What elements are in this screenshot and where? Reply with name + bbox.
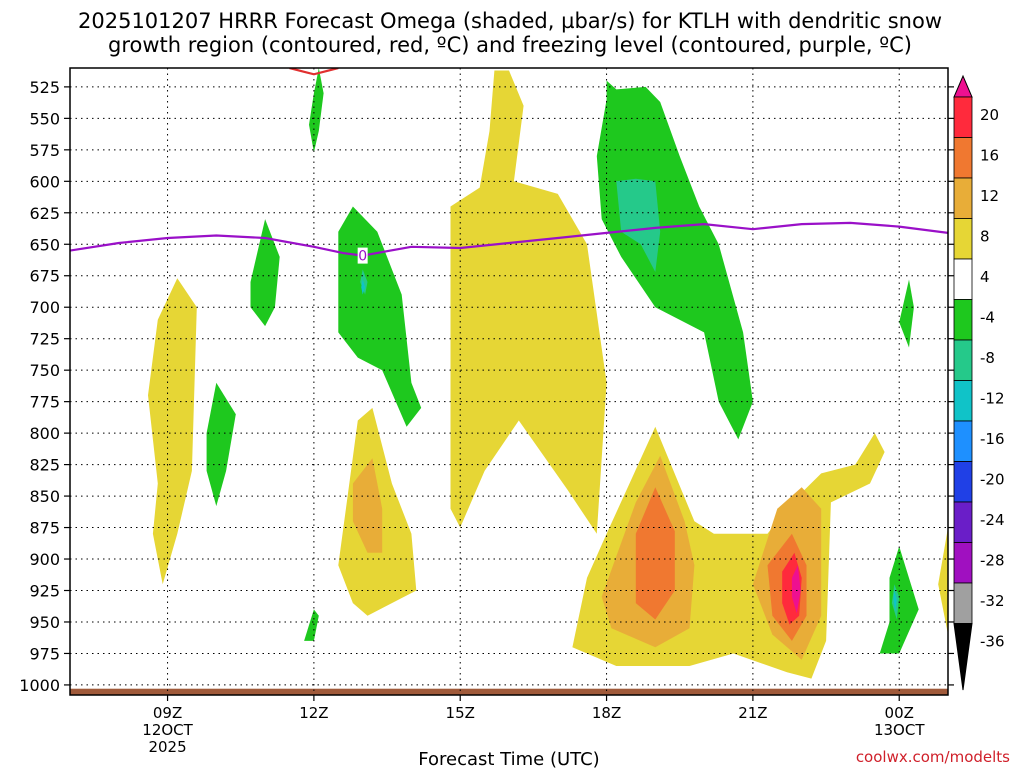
y-tick-label-8: 725 xyxy=(29,330,60,349)
colorbar-segment-8 xyxy=(953,420,973,462)
colorbar-segment-12 xyxy=(953,582,973,624)
y-tick-label-5: 650 xyxy=(29,235,60,254)
colorbar-label-7: -12 xyxy=(980,390,1005,408)
x-tick-label-0-0: 09Z xyxy=(153,704,182,722)
omega-region-17 xyxy=(879,546,919,654)
chart-title: 2025101207 HRRR Forecast Omega (shaded, … xyxy=(78,9,942,57)
colorbar-label-9: -20 xyxy=(980,471,1005,489)
omega-region-11 xyxy=(791,565,801,614)
x-tick-label-2-0: 15Z xyxy=(446,704,475,722)
omega-region-4 xyxy=(938,527,948,635)
colorbar-label-10: -24 xyxy=(980,511,1005,529)
omega-region-13 xyxy=(250,219,280,327)
colorbar-segment-6 xyxy=(953,339,973,381)
colorbar-segment-5 xyxy=(953,299,973,341)
omega-shading xyxy=(70,68,948,695)
freezing-level-label: 0 xyxy=(358,249,367,265)
y-axis-ticks: 525 550 575 600 625 650 675 700 725 750 775 800 825 8… xyxy=(19,78,954,695)
y-tick-label-13: 850 xyxy=(29,487,60,506)
colorbar-label-1: 16 xyxy=(980,147,999,165)
colorbar-label-2: 12 xyxy=(980,187,999,205)
credit-text: coolwx.com/modelts xyxy=(856,748,1010,766)
x-tick-label-0-1: 12OCT xyxy=(142,721,193,739)
x-tick-label-1-0: 12Z xyxy=(299,704,328,722)
grid-lines xyxy=(70,68,948,695)
omega-region-23 xyxy=(361,279,366,295)
y-tick-label-1: 550 xyxy=(29,109,60,128)
x-tick-label-0-2: 2025 xyxy=(148,738,186,756)
colorbar-segment-10 xyxy=(953,501,973,543)
colorbar-label-4: 4 xyxy=(980,268,990,286)
y-tick-label-14: 875 xyxy=(29,519,60,538)
colorbar-top-arrow xyxy=(953,74,973,98)
colorbar-segment-0 xyxy=(953,96,973,138)
colorbar: 20 16 12 8 4 -4 -8 -12 -16 -20 -24 -28 -32 -36 xyxy=(953,74,1005,691)
colorbar-label-3: 8 xyxy=(980,228,990,246)
colorbar-segment-7 xyxy=(953,380,973,422)
y-tick-label-2: 575 xyxy=(29,141,60,160)
y-tick-label-12: 825 xyxy=(29,456,60,475)
terrain-band xyxy=(70,688,948,695)
colorbar-segment-2 xyxy=(953,177,973,219)
colorbar-label-13: -36 xyxy=(980,633,1005,651)
y-tick-label-16: 925 xyxy=(29,582,60,601)
colorbar-label-12: -32 xyxy=(980,592,1005,610)
y-tick-label-9: 750 xyxy=(29,361,60,380)
title-line-1: 2025101207 HRRR Forecast Omega (shaded, … xyxy=(78,9,942,33)
title-line-2: growth region (contoured, red, ºC) and f… xyxy=(108,33,912,57)
omega-region-16 xyxy=(596,80,753,440)
colorbar-label-0: 20 xyxy=(980,106,999,124)
plot-frame xyxy=(69,67,949,696)
y-tick-label-11: 800 xyxy=(29,424,60,443)
colorbar-bottom-arrow xyxy=(953,623,973,691)
y-tick-label-18: 975 xyxy=(29,644,60,663)
omega-region-15 xyxy=(206,382,236,507)
omega-region-6 xyxy=(352,458,383,553)
colorbar-label-6: -8 xyxy=(980,349,995,367)
x-tick-label-5-0: 00Z xyxy=(885,704,914,722)
y-tick-label-4: 625 xyxy=(29,204,60,223)
x-tick-label-4-0: 21Z xyxy=(738,704,767,722)
omega-region-20 xyxy=(616,178,661,272)
x-tick-label-5-1: 13OCT xyxy=(874,721,925,739)
freezing-level-line xyxy=(70,221,948,257)
x-tick-label-3-0: 18Z xyxy=(592,704,621,722)
y-tick-label-19: 1000 xyxy=(19,676,60,695)
freezing-label-bg xyxy=(357,247,368,264)
omega-region-8 xyxy=(635,487,675,620)
colorbar-segment-3 xyxy=(953,218,973,260)
y-tick-label-7: 700 xyxy=(29,298,60,317)
colorbar-segment-11 xyxy=(953,542,973,584)
colorbar-segment-1 xyxy=(953,137,973,179)
omega-region-18 xyxy=(899,279,914,348)
y-tick-label-3: 600 xyxy=(29,172,60,191)
omega-region-1 xyxy=(148,278,197,585)
omega-region-14 xyxy=(338,206,422,427)
omega-region-12 xyxy=(309,68,324,153)
colorbar-label-5: -4 xyxy=(980,309,995,327)
omega-region-0 xyxy=(450,70,607,534)
y-tick-label-10: 775 xyxy=(29,393,60,412)
dgz-contour-line xyxy=(289,68,339,76)
colorbar-label-8: -16 xyxy=(980,430,1005,448)
colorbar-label-11: -28 xyxy=(980,552,1005,570)
colorbar-segment-9 xyxy=(953,461,973,503)
x-axis-title: Forecast Time (UTC) xyxy=(418,749,599,768)
y-tick-label-17: 950 xyxy=(29,613,60,632)
y-tick-label-15: 900 xyxy=(29,550,60,569)
colorbar-segment-4 xyxy=(953,258,973,300)
omega-region-19 xyxy=(304,609,319,641)
y-tick-label-6: 675 xyxy=(29,267,60,286)
y-tick-label-0: 525 xyxy=(29,78,60,97)
contour-lines: 0 xyxy=(70,68,948,265)
omega-region-24 xyxy=(893,590,897,612)
